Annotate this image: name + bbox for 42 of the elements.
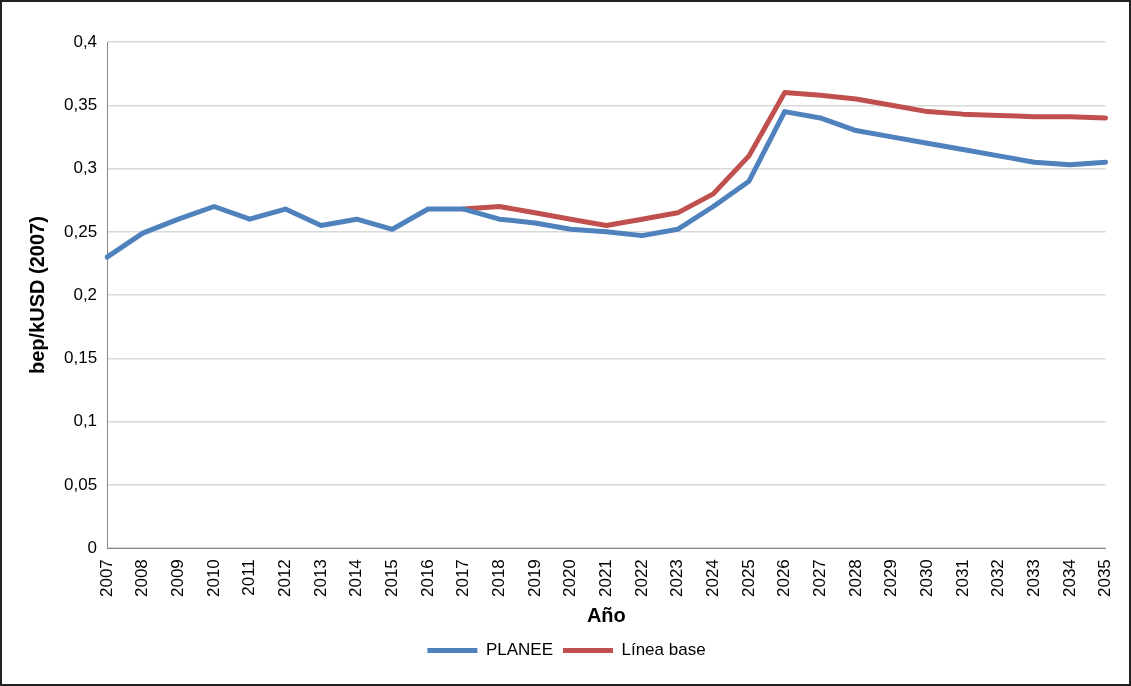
x-tick-label: 2017 <box>453 559 473 598</box>
y-tick-label: 0,05 <box>63 474 98 494</box>
x-tick-label: 2011 <box>239 559 259 596</box>
x-tick-label: 2020 <box>560 559 580 598</box>
x-tick-label: 2024 <box>703 559 723 598</box>
x-tick-label: 2010 <box>203 559 223 598</box>
x-tick-label: 2018 <box>489 559 509 598</box>
legend-label: Línea base <box>621 640 706 660</box>
x-axis-title: Año <box>586 603 626 626</box>
x-tick-label: 2009 <box>168 559 188 598</box>
x-tick-label: 2015 <box>382 559 402 598</box>
y-tick-label: 0,4 <box>73 31 98 51</box>
x-tick-label: 2027 <box>810 559 829 598</box>
x-tick-label: 2016 <box>417 559 437 598</box>
x-tick-label: 2019 <box>524 559 544 598</box>
x-tick-label: 2023 <box>667 559 687 598</box>
legend-label: PLANEE <box>485 640 553 660</box>
x-tick-label: 2026 <box>774 559 794 598</box>
x-tick-label: 2014 <box>346 559 366 598</box>
x-tick-label: 2031 <box>952 559 972 598</box>
x-tick-label: 2022 <box>631 559 651 598</box>
x-tick-label: 2028 <box>845 559 865 598</box>
x-tick-label: 2034 <box>1059 559 1079 598</box>
y-tick-label: 0,15 <box>63 348 98 368</box>
x-tick-label: 2012 <box>275 559 295 598</box>
x-tick-label: 2030 <box>916 559 936 598</box>
y-tick-label: 0,3 <box>73 158 98 178</box>
y-tick-label: 0,1 <box>73 411 98 431</box>
y-tick-label: 0,35 <box>63 94 98 114</box>
x-tick-label: 2007 <box>96 559 116 598</box>
y-tick-label: 0,2 <box>73 284 98 304</box>
y-tick-label: 0 <box>87 537 98 557</box>
x-tick-label: 2013 <box>310 559 330 598</box>
x-tick-label: 2029 <box>881 559 901 598</box>
x-tick-label: 2033 <box>1023 559 1043 598</box>
x-tick-label: 2021 <box>596 559 616 598</box>
x-tick-label: 2008 <box>132 559 152 598</box>
y-axis-title: bep/kUSD (2007) <box>25 216 48 375</box>
x-tick-label: 2032 <box>988 559 1008 598</box>
x-tick-label: 2035 <box>1095 559 1115 598</box>
x-tick-label: 2025 <box>738 559 758 598</box>
y-tick-label: 0,25 <box>63 221 98 241</box>
